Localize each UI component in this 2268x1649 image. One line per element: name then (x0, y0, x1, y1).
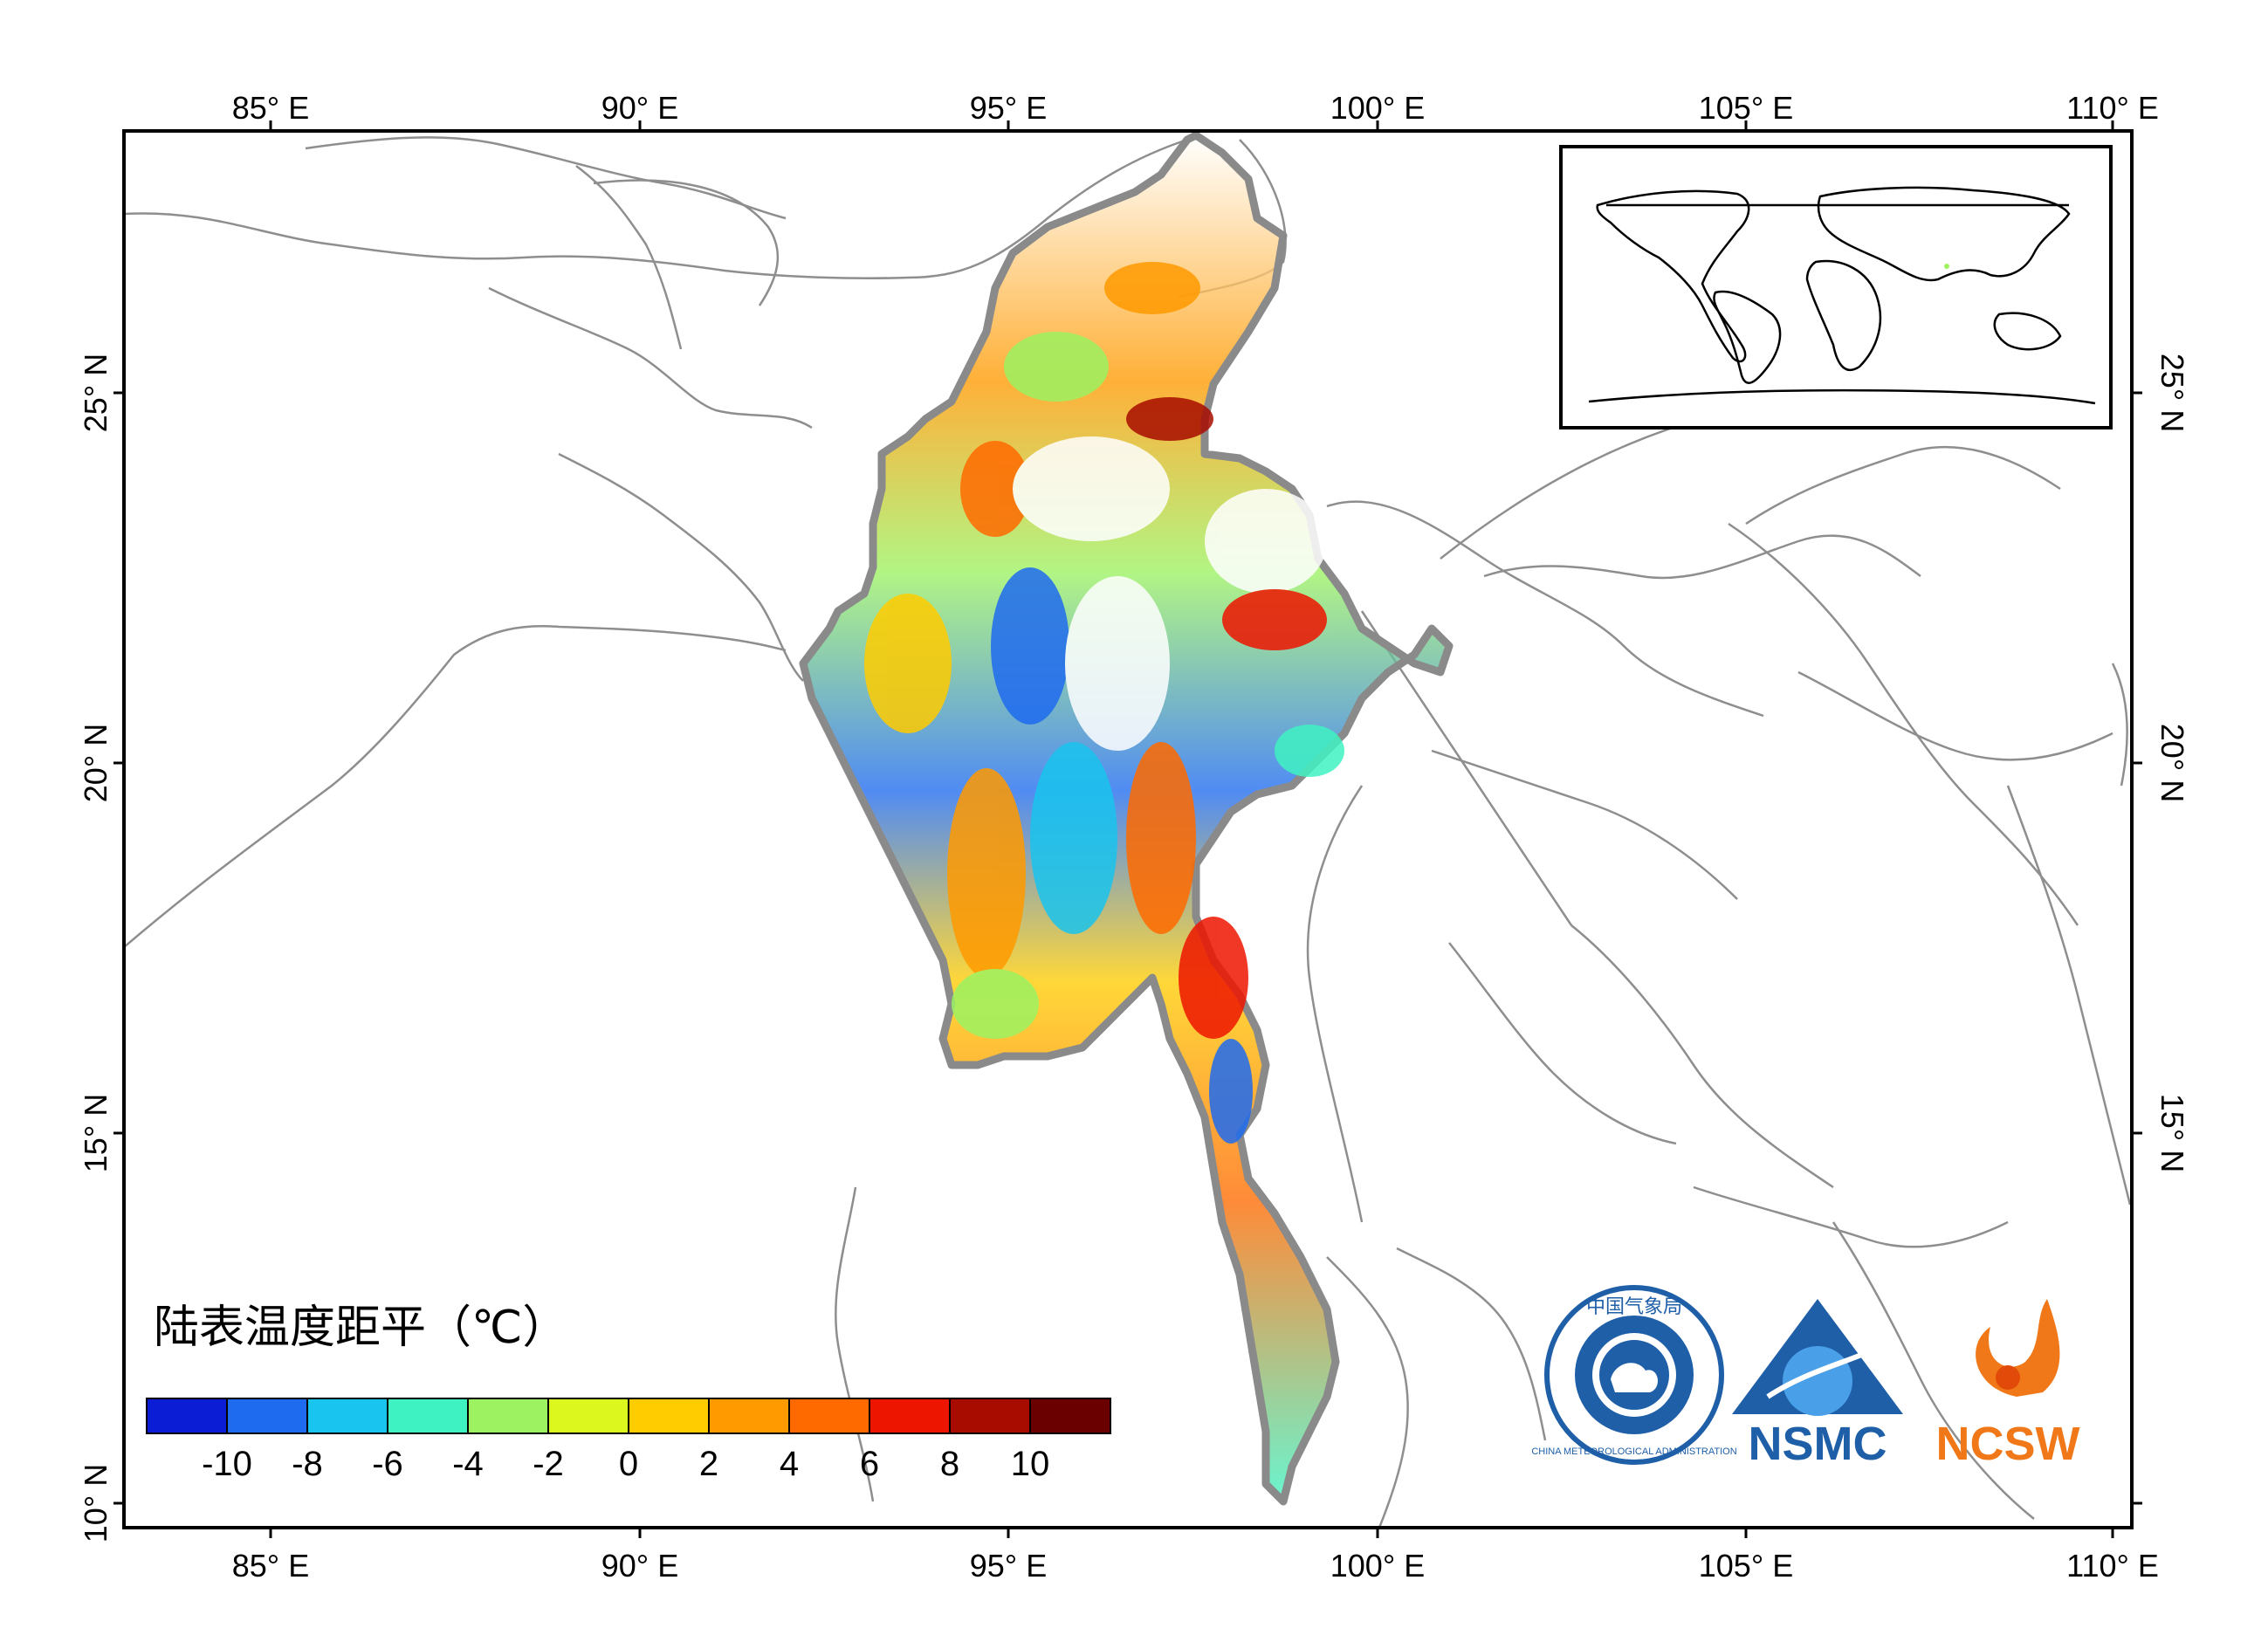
colorbar-swatch (548, 1398, 629, 1433)
cma-text: CHINA METEOROLOGICAL ADMINISTRATION (1531, 1446, 1736, 1457)
colorbar-swatch (468, 1398, 548, 1433)
colorbar-swatch (629, 1398, 709, 1433)
colorbar-label: 4 (780, 1445, 799, 1483)
lon-label-top: 95° E (970, 90, 1047, 126)
ncsw-label: NCSW (1936, 1418, 2080, 1470)
colorbar-swatch (1030, 1398, 1110, 1433)
legend-title: 陆表温度距平（℃） (154, 1302, 567, 1354)
colorbar-label: -2 (533, 1445, 564, 1483)
lon-label-bottom: 95° E (970, 1548, 1047, 1584)
colorbar-swatch (147, 1398, 227, 1433)
inset-world-map (1561, 147, 2111, 428)
lon-label-bottom: 100° E (1330, 1548, 1425, 1584)
colorbar-label: 8 (940, 1445, 959, 1483)
lat-labels-right: 25° N 20° N 15° N (2155, 354, 2190, 1172)
lat-label-left: 15° N (78, 1094, 113, 1172)
myanmar-region (803, 135, 1449, 1501)
colorbar-labels: -10 -8 -6 -4 -2 0 2 4 6 8 10 (202, 1445, 1049, 1483)
colorbar-label: -10 (202, 1445, 252, 1483)
lon-labels-top: 85° E 90° E 95° E 100° E 105° E 110° E (232, 90, 2159, 126)
lon-label-bottom: 110° E (2066, 1548, 2159, 1584)
lon-label-top: 90° E (601, 90, 678, 126)
lat-label-left: 25° N (78, 354, 113, 432)
colorbar (147, 1398, 1110, 1433)
lat-label-right: 25° N (2155, 354, 2190, 432)
lon-label-bottom: 105° E (1699, 1548, 1793, 1584)
cma-logo: 中国气象局 CHINA METEOROLOGICAL ADMINISTRATIO… (1531, 1288, 1736, 1462)
lon-label-bottom: 90° E (601, 1548, 678, 1584)
logos: 中国气象局 CHINA METEOROLOGICAL ADMINISTRATIO… (1531, 1288, 2079, 1470)
lon-labels-bottom: 85° E 90° E 95° E 100° E 105° E 110° E (232, 1548, 2159, 1584)
myanmar-outline (803, 135, 1449, 1501)
colorbar-label: 2 (699, 1445, 718, 1483)
lat-label-right: 15° N (2155, 1094, 2190, 1172)
cma-chars: 中国气象局 (1586, 1296, 1682, 1318)
colorbar-label: -8 (292, 1445, 323, 1483)
colorbar-label: 10 (1011, 1445, 1050, 1483)
colorbar-label: -4 (452, 1445, 484, 1483)
colorbar-label: -6 (372, 1445, 403, 1483)
nsmc-label: NSMC (1749, 1418, 1887, 1470)
colorbar-swatch (307, 1398, 388, 1433)
colorbar-label: 6 (860, 1445, 879, 1483)
ncsw-logo: NCSW (1936, 1299, 2080, 1470)
nsmc-logo: NSMC (1732, 1299, 1903, 1470)
lon-label-top: 85° E (232, 90, 309, 126)
colorbar-swatch (869, 1398, 950, 1433)
lon-label-top: 110° E (2066, 90, 2159, 126)
lon-label-top: 100° E (1330, 90, 1425, 126)
lat-label-left: 20° N (78, 724, 113, 802)
lon-label-bottom: 85° E (232, 1548, 309, 1584)
colorbar-swatch (227, 1398, 307, 1433)
colorbar-swatch (789, 1398, 869, 1433)
lat-label-right: 20° N (2155, 724, 2190, 802)
lon-label-top: 105° E (1699, 90, 1793, 126)
colorbar-swatch (709, 1398, 789, 1433)
lat-labels-left: 25° N 20° N 15° N 10° N (78, 354, 113, 1543)
lat-label-left: 10° N (78, 1464, 113, 1543)
colorbar-swatch (950, 1398, 1030, 1433)
legend: 陆表温度距平（℃） -10 -8 -6 -4 -2 0 2 4 6 8 10 (147, 1302, 1110, 1483)
colorbar-swatch (388, 1398, 468, 1433)
colorbar-label: 0 (619, 1445, 638, 1483)
